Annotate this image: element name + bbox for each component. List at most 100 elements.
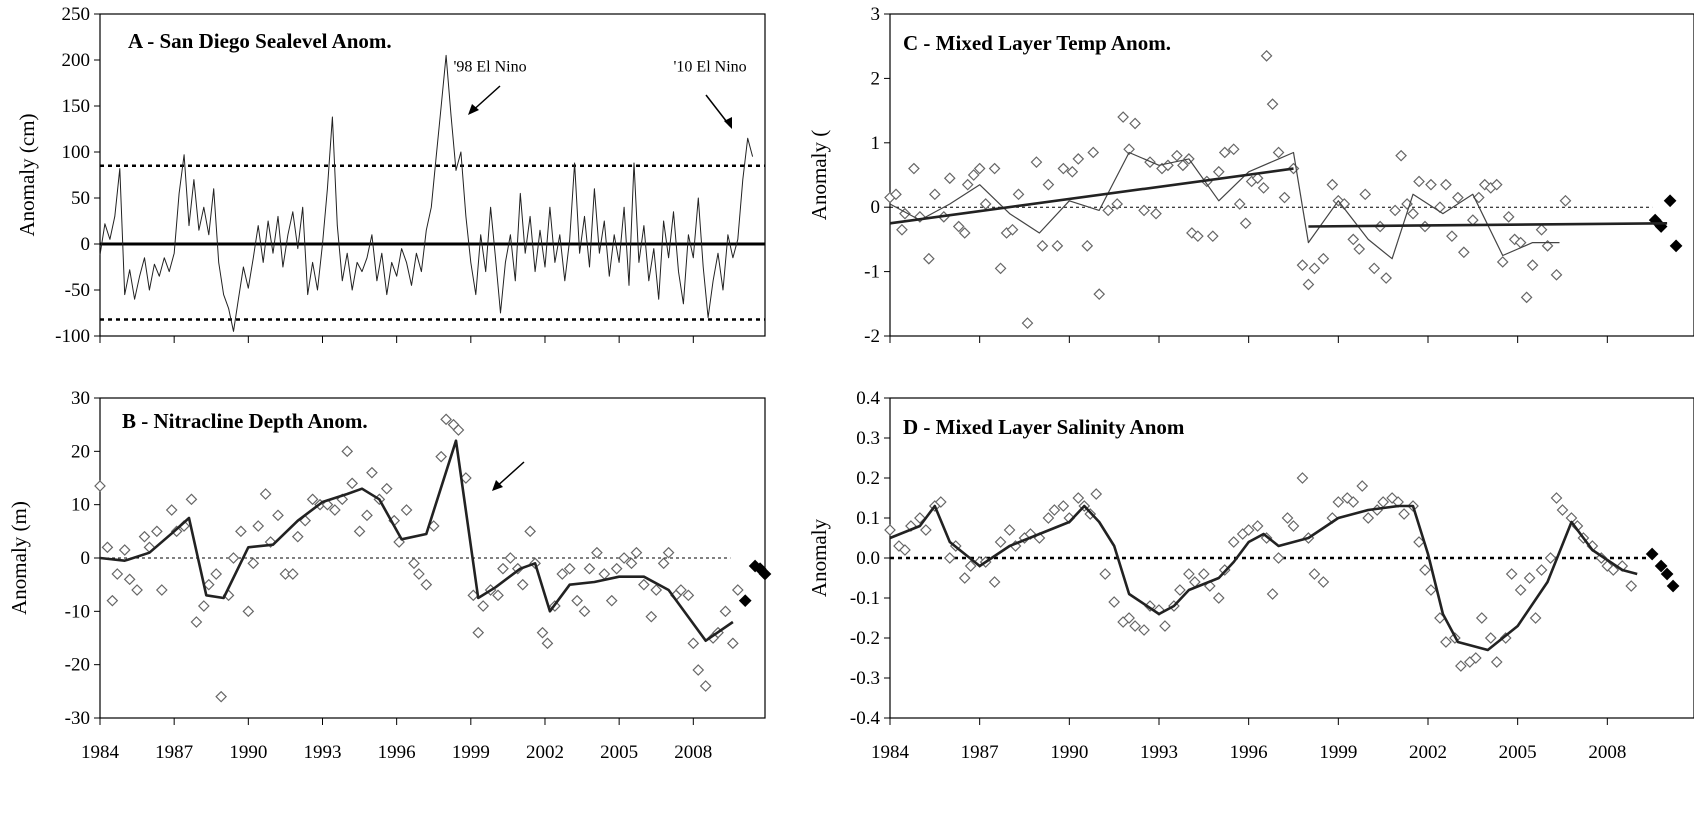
data-point bbox=[1024, 528, 1037, 540]
data-point bbox=[165, 504, 178, 516]
data-point bbox=[928, 188, 941, 201]
y-tick-label: 0.0 bbox=[856, 548, 880, 569]
data-point bbox=[988, 576, 1001, 588]
trend-line bbox=[889, 167, 1294, 225]
data-point bbox=[994, 262, 1007, 275]
data-point bbox=[185, 493, 198, 506]
data-point bbox=[1302, 278, 1315, 291]
data-point bbox=[1123, 143, 1135, 156]
panel-b-nitracline: 30 20 10 0 -10 -20 -30 1984 1987 1990 1993 1996 1999… bbox=[7, 388, 772, 763]
recent-data-point bbox=[1666, 579, 1680, 593]
data-point bbox=[1260, 50, 1273, 62]
data-point bbox=[952, 220, 965, 233]
data-point bbox=[1272, 552, 1285, 564]
y-tick-label: -20 bbox=[65, 655, 90, 676]
y-tick-label: 20 bbox=[71, 441, 90, 462]
data-point bbox=[1048, 504, 1061, 516]
data-point bbox=[943, 552, 956, 564]
data-point bbox=[1057, 162, 1070, 175]
data-point bbox=[536, 626, 549, 639]
data-point bbox=[361, 509, 373, 522]
data-point bbox=[1458, 246, 1470, 259]
data-point bbox=[235, 525, 247, 538]
data-point bbox=[988, 162, 1001, 175]
data-point bbox=[1218, 146, 1231, 159]
data-point bbox=[1233, 198, 1246, 210]
data-point bbox=[1317, 252, 1330, 265]
x-tick-label: 2002 bbox=[1409, 742, 1447, 763]
y-tick-label: 100 bbox=[62, 142, 91, 163]
data-point bbox=[1108, 596, 1121, 608]
data-point bbox=[1377, 496, 1390, 508]
data-point bbox=[578, 605, 591, 618]
y-tick-label: 10 bbox=[71, 495, 90, 516]
data-point bbox=[306, 493, 319, 506]
data-point bbox=[1526, 259, 1539, 272]
data-point bbox=[1326, 178, 1339, 191]
data-point bbox=[492, 589, 504, 602]
data-point bbox=[346, 477, 359, 490]
data-point bbox=[452, 424, 465, 436]
data-point bbox=[1174, 584, 1186, 596]
trend-line bbox=[889, 151, 1560, 260]
recent-data-point bbox=[738, 594, 752, 608]
y-tick-label: -2 bbox=[864, 326, 880, 347]
x-tick-label: 2008 bbox=[674, 742, 712, 763]
recent-data-point bbox=[1645, 547, 1659, 561]
data-point bbox=[662, 546, 675, 559]
panel-a-sealevel: 250 200 150 100 50 0 -50 -100 Anomaly (cm) A - Sa… bbox=[15, 4, 766, 347]
data-point bbox=[1296, 259, 1309, 272]
data-point bbox=[630, 546, 643, 559]
trend-line bbox=[889, 504, 1638, 652]
data-point bbox=[1452, 191, 1464, 204]
data-point bbox=[1171, 149, 1183, 162]
data-point bbox=[1550, 492, 1563, 504]
annotation-label: '98 El Nino bbox=[454, 58, 527, 75]
data-point bbox=[1368, 262, 1381, 275]
y-tick-label: 0 bbox=[81, 234, 91, 255]
data-point bbox=[571, 594, 583, 607]
data-point bbox=[958, 572, 971, 584]
panel-title: D - Mixed Layer Salinity Anom bbox=[903, 415, 1185, 439]
data-point bbox=[1347, 496, 1360, 508]
data-point bbox=[563, 562, 576, 575]
data-point bbox=[682, 589, 695, 602]
data-point bbox=[1197, 568, 1210, 580]
data-point bbox=[1111, 198, 1123, 210]
trend-line bbox=[1308, 222, 1668, 228]
data-series-line bbox=[99, 54, 754, 332]
data-point bbox=[1508, 233, 1521, 246]
y-axis-label: Anomaly (m) bbox=[7, 501, 31, 615]
x-tick-label: 1984 bbox=[81, 742, 120, 763]
data-point bbox=[896, 223, 908, 236]
data-point bbox=[1090, 488, 1103, 500]
data-point bbox=[719, 605, 732, 618]
data-point bbox=[1066, 165, 1079, 178]
data-point bbox=[1434, 201, 1446, 214]
data-point bbox=[202, 578, 215, 591]
y-tick-label: 200 bbox=[62, 50, 91, 71]
data-point bbox=[1440, 178, 1452, 191]
panel-title: B - Nitracline Depth Anom. bbox=[122, 409, 368, 433]
data-point bbox=[341, 445, 354, 458]
data-point bbox=[1138, 624, 1150, 636]
y-tick-label: 0 bbox=[81, 548, 91, 569]
data-point bbox=[106, 594, 119, 607]
data-point bbox=[118, 544, 131, 556]
data-point bbox=[123, 573, 136, 586]
data-point bbox=[610, 562, 623, 575]
data-point bbox=[242, 605, 255, 618]
data-point bbox=[675, 584, 687, 596]
data-point bbox=[920, 524, 932, 536]
data-point bbox=[1425, 584, 1437, 596]
data-point bbox=[645, 610, 658, 623]
data-point bbox=[353, 525, 366, 538]
plot-frame bbox=[889, 13, 1694, 337]
data-point bbox=[1505, 568, 1518, 580]
data-point bbox=[727, 637, 739, 650]
data-point bbox=[1359, 188, 1372, 201]
data-point bbox=[259, 488, 272, 500]
data-point bbox=[1281, 512, 1294, 524]
data-point bbox=[1227, 143, 1240, 156]
